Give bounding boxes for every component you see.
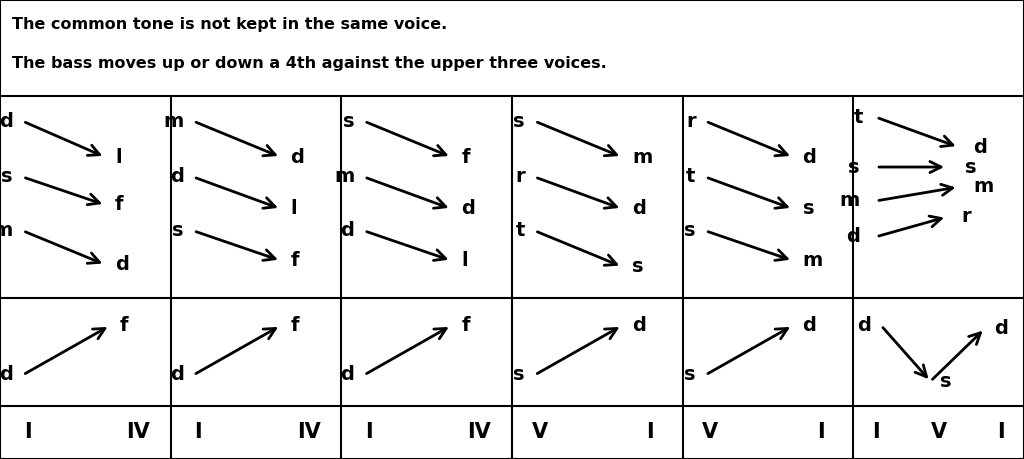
Text: I: I xyxy=(872,422,880,442)
Text: f: f xyxy=(461,316,470,335)
Text: I: I xyxy=(817,422,824,442)
Text: d: d xyxy=(0,112,13,131)
Text: d: d xyxy=(340,365,354,385)
Text: d: d xyxy=(973,138,987,157)
Text: m: m xyxy=(334,168,354,186)
Text: t: t xyxy=(854,108,863,127)
Text: m: m xyxy=(840,191,860,210)
Text: t: t xyxy=(515,221,525,240)
Text: m: m xyxy=(0,221,13,240)
Text: l: l xyxy=(291,199,297,218)
Text: I: I xyxy=(646,422,653,442)
Text: s: s xyxy=(632,257,643,276)
Text: d: d xyxy=(857,316,871,335)
Text: r: r xyxy=(515,168,525,186)
Text: I: I xyxy=(24,422,32,442)
Text: I: I xyxy=(195,422,202,442)
Text: r: r xyxy=(962,207,972,226)
Text: d: d xyxy=(632,199,646,218)
Text: s: s xyxy=(1,168,13,186)
Text: d: d xyxy=(0,365,13,385)
Text: The common tone is not kept in the same voice.: The common tone is not kept in the same … xyxy=(12,17,447,32)
Text: d: d xyxy=(846,227,860,246)
Text: t: t xyxy=(686,168,695,186)
Text: d: d xyxy=(170,365,183,385)
Text: IV: IV xyxy=(467,422,492,442)
Text: I: I xyxy=(997,422,1005,442)
Text: m: m xyxy=(632,148,652,167)
Text: d: d xyxy=(803,148,816,167)
Text: f: f xyxy=(291,251,299,270)
Text: s: s xyxy=(513,365,525,385)
Text: IV: IV xyxy=(126,422,150,442)
Text: d: d xyxy=(115,255,129,274)
Text: f: f xyxy=(461,148,470,167)
Text: s: s xyxy=(965,157,977,177)
Text: d: d xyxy=(803,316,816,335)
Text: d: d xyxy=(461,199,475,218)
Text: s: s xyxy=(513,112,525,131)
Text: s: s xyxy=(803,199,814,218)
Text: f: f xyxy=(291,316,299,335)
Text: d: d xyxy=(291,148,304,167)
Text: V: V xyxy=(531,422,548,442)
Text: f: f xyxy=(120,316,128,335)
Text: m: m xyxy=(803,251,823,270)
Text: s: s xyxy=(684,221,695,240)
Text: The bass moves up or down a 4th against the upper three voices.: The bass moves up or down a 4th against … xyxy=(12,56,607,71)
Text: s: s xyxy=(848,157,860,177)
Text: d: d xyxy=(994,319,1009,338)
Text: IV: IV xyxy=(297,422,321,442)
Text: V: V xyxy=(931,422,947,442)
Text: I: I xyxy=(366,422,373,442)
Text: r: r xyxy=(686,112,695,131)
Text: d: d xyxy=(632,316,646,335)
Text: f: f xyxy=(115,196,124,214)
Text: m: m xyxy=(973,178,993,196)
Text: d: d xyxy=(340,221,354,240)
Text: l: l xyxy=(115,148,122,167)
Text: V: V xyxy=(702,422,719,442)
Text: l: l xyxy=(461,251,468,270)
Text: s: s xyxy=(940,372,952,391)
Text: s: s xyxy=(684,365,695,385)
Text: m: m xyxy=(164,112,183,131)
Text: d: d xyxy=(170,168,183,186)
Text: s: s xyxy=(343,112,354,131)
Text: s: s xyxy=(172,221,183,240)
